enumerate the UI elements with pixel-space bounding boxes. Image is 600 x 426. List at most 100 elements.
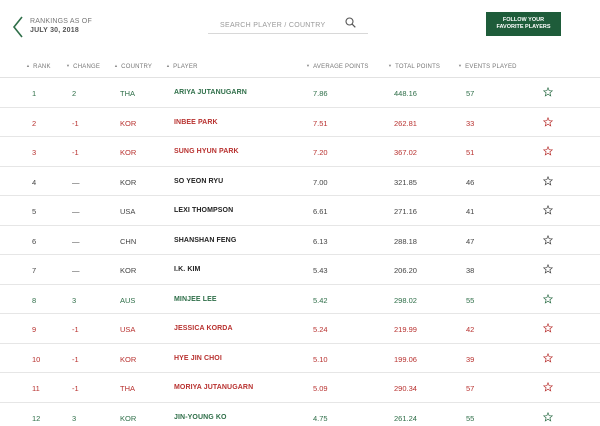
average-points-cell: 5.09 xyxy=(313,384,328,393)
column-header-rank-label: RANK xyxy=(33,64,51,70)
table-row[interactable]: 6 — CHN SHANSHAN FENG 6.13 288.18 47 xyxy=(0,226,600,255)
average-points-cell: 5.10 xyxy=(313,354,328,364)
table-row[interactable]: 1 2 THA ARIYA JUTANUGARN 7.86 448.16 57 xyxy=(0,78,600,108)
events-played-cell: 46 xyxy=(466,177,475,187)
rank-cell: 10 xyxy=(32,354,41,364)
player-name-link[interactable]: INBEE PARK xyxy=(174,118,218,126)
table-row[interactable]: 10 -1 KOR HYE JIN CHOI 5.10 199.06 39 xyxy=(0,344,600,373)
table-row[interactable]: 4 — KOR SO YEON RYU 7.00 321.85 46 xyxy=(0,167,600,196)
column-header-country-label: COUNTRY xyxy=(121,64,153,70)
total-points-cell: 262.81 xyxy=(394,118,417,128)
favorite-star-icon[interactable] xyxy=(543,175,553,186)
rankings-date: RANKINGS AS OF JULY 30, 2018 xyxy=(30,17,92,35)
total-points-cell: 261.24 xyxy=(394,413,417,423)
favorite-star-icon[interactable] xyxy=(543,264,553,274)
change-cell: 3 xyxy=(72,295,77,305)
follow-favorite-players-button[interactable]: FOLLOW YOUR FAVORITE PLAYERS xyxy=(486,12,561,36)
player-name-link[interactable]: SHANSHAN FENG xyxy=(174,236,237,244)
events-played-cell: 47 xyxy=(466,236,475,246)
column-header-total-points[interactable]: ▼ TOTAL POINTS xyxy=(388,63,440,70)
column-header-events-played[interactable]: ▼ EVENTS PLAYED xyxy=(458,63,517,70)
player-name-link[interactable]: LEXI THOMPSON xyxy=(174,207,234,214)
table-header: ▲ RANK ▼ CHANGE ▲ COUNTRY ▲ PLAYER ▼ AVERAGE … xyxy=(0,56,600,78)
change-cell: -1 xyxy=(72,148,79,157)
total-points-cell: 448.16 xyxy=(394,89,417,98)
favorite-star-icon[interactable] xyxy=(543,352,553,363)
country-cell: USA xyxy=(120,207,136,216)
average-points-cell: 7.00 xyxy=(313,177,328,187)
table-row[interactable]: 8 3 AUS MINJEE LEE 5.42 298.02 55 xyxy=(0,285,600,314)
country-cell: THA xyxy=(120,384,135,393)
rank-cell: 4 xyxy=(32,177,37,187)
column-header-total-points-label: TOTAL POINTS xyxy=(395,64,441,70)
average-points-cell: 7.51 xyxy=(313,118,328,128)
player-name-link[interactable]: JIN-YOUNG KO xyxy=(174,413,227,421)
average-points-cell: 4.75 xyxy=(313,413,328,423)
average-points-cell: 5.24 xyxy=(313,325,328,334)
search-icon[interactable] xyxy=(345,17,356,28)
change-cell: — xyxy=(72,236,80,246)
column-header-player[interactable]: ▲ PLAYER xyxy=(166,63,198,70)
change-cell: -1 xyxy=(72,325,79,334)
total-points-cell: 219.99 xyxy=(394,325,417,334)
favorite-star-icon[interactable] xyxy=(543,411,553,422)
table-row[interactable]: 2 -1 KOR INBEE PARK 7.51 262.81 33 xyxy=(0,108,600,137)
events-played-cell: 39 xyxy=(466,354,475,364)
favorite-star-icon[interactable] xyxy=(543,116,553,127)
sort-up-icon: ▲ xyxy=(114,63,119,68)
total-points-cell: 321.85 xyxy=(394,177,417,187)
change-cell: -1 xyxy=(72,354,79,364)
favorite-star-icon[interactable] xyxy=(543,87,553,97)
table-row[interactable]: 7 — KOR I.K. KIM 5.43 206.20 38 xyxy=(0,255,600,285)
rank-cell: 3 xyxy=(32,148,37,157)
events-played-cell: 42 xyxy=(466,325,475,334)
column-header-change-label: CHANGE xyxy=(73,64,101,70)
table-row[interactable]: 11 -1 THA MORIYA JUTANUGARN 5.09 290.34 … xyxy=(0,373,600,403)
rankings-table: ▲ RANK ▼ CHANGE ▲ COUNTRY ▲ PLAYER ▼ AVERAGE … xyxy=(0,56,600,426)
change-cell: -1 xyxy=(72,384,79,393)
table-row[interactable]: 9 -1 USA JESSICA KORDA 5.24 219.99 42 xyxy=(0,314,600,344)
rank-cell: 11 xyxy=(32,384,40,393)
column-header-country[interactable]: ▲ COUNTRY xyxy=(114,63,152,70)
player-name-link[interactable]: SO YEON RYU xyxy=(174,177,224,185)
country-cell: AUS xyxy=(120,295,136,305)
events-played-cell: 55 xyxy=(466,413,475,423)
total-points-cell: 288.18 xyxy=(394,236,417,246)
country-cell: THA xyxy=(120,89,135,98)
favorite-star-icon[interactable] xyxy=(543,146,553,156)
player-name-link[interactable]: MORIYA JUTANUGARN xyxy=(174,384,254,391)
search-input[interactable] xyxy=(208,16,338,35)
total-points-cell: 199.06 xyxy=(394,354,417,364)
favorite-star-icon[interactable] xyxy=(543,205,553,215)
table-row[interactable]: 12 3 KOR JIN-YOUNG KO 4.75 261.24 55 xyxy=(0,403,600,426)
country-cell: KOR xyxy=(120,118,137,128)
back-chevron-icon[interactable] xyxy=(12,16,24,38)
events-played-cell: 33 xyxy=(466,118,475,128)
player-name-link[interactable]: MINJEE LEE xyxy=(174,295,217,303)
events-played-cell: 51 xyxy=(466,148,475,157)
average-points-cell: 6.13 xyxy=(313,236,328,246)
player-name-link[interactable]: JESSICA KORDA xyxy=(174,325,233,332)
favorite-star-icon[interactable] xyxy=(543,382,553,392)
country-cell: KOR xyxy=(120,354,137,364)
change-cell: 2 xyxy=(72,89,77,98)
column-header-rank[interactable]: ▲ RANK xyxy=(26,63,51,70)
total-points-cell: 271.16 xyxy=(394,207,417,216)
country-cell: KOR xyxy=(120,266,137,275)
player-name-link[interactable]: I.K. KIM xyxy=(174,266,201,273)
rank-cell: 8 xyxy=(32,295,37,305)
rank-cell: 7 xyxy=(32,266,37,275)
player-name-link[interactable]: ARIYA JUTANUGARN xyxy=(174,89,247,96)
favorite-star-icon[interactable] xyxy=(543,323,553,333)
sort-down-icon: ▼ xyxy=(306,63,311,68)
player-name-link[interactable]: HYE JIN CHOI xyxy=(174,354,222,362)
events-played-cell: 38 xyxy=(466,266,475,275)
table-row[interactable]: 3 -1 KOR SUNG HYUN PARK 7.20 367.02 51 xyxy=(0,137,600,167)
favorite-star-icon[interactable] xyxy=(543,234,553,245)
column-header-change[interactable]: ▼ CHANGE xyxy=(66,63,100,70)
table-row[interactable]: 5 — USA LEXI THOMPSON 6.61 271.16 41 xyxy=(0,196,600,226)
player-name-link[interactable]: SUNG HYUN PARK xyxy=(174,148,239,155)
favorite-star-icon[interactable] xyxy=(543,293,553,304)
column-header-average-points[interactable]: ▼ AVERAGE POINTS xyxy=(306,63,369,70)
total-points-cell: 206.20 xyxy=(394,266,417,275)
